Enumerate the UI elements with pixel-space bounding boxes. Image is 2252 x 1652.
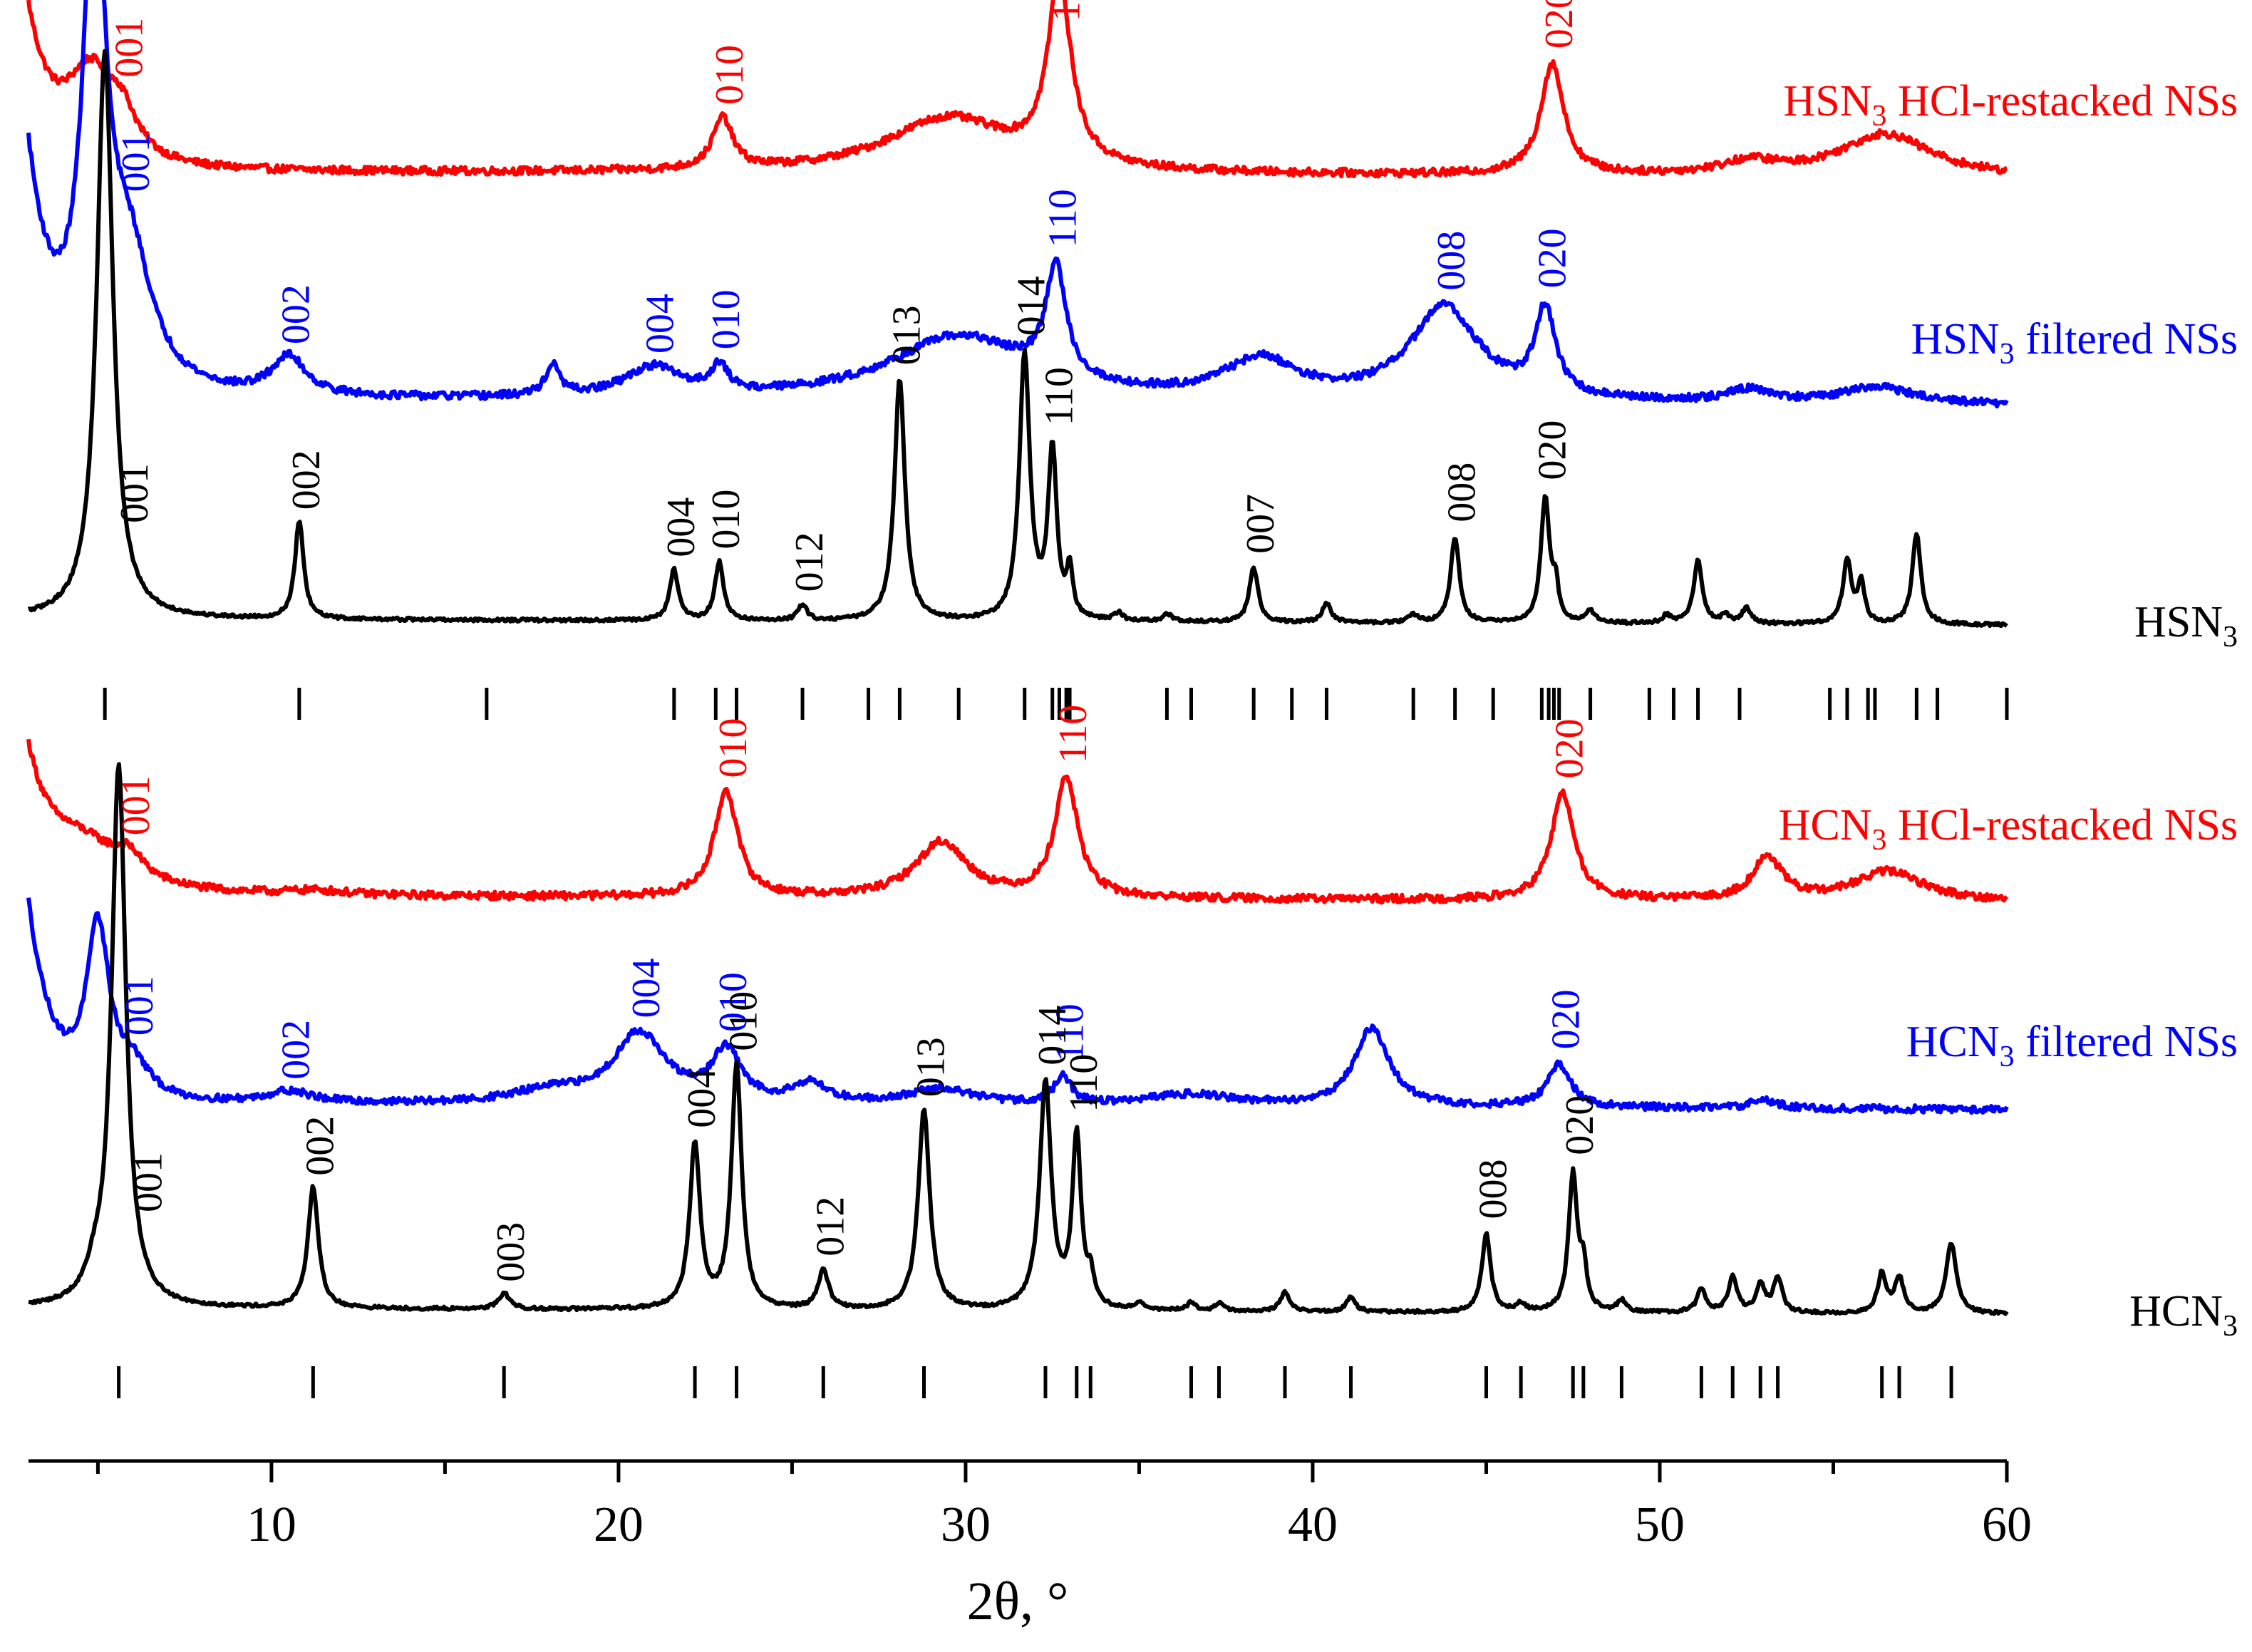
x-axis-ticks: 10 20 30 40 50 60 <box>95 1461 2032 1552</box>
peak-label-hcn3-020: 020 <box>1558 1095 1602 1155</box>
x-tick-label-20: 20 <box>594 1497 644 1552</box>
series-label-hcn3-filtered-nss: HCN3 filtered NSs <box>1906 1018 2238 1073</box>
peak-label-hcn3-filtered-nss-002: 002 <box>274 1020 318 1080</box>
series-labels: HSN3 HCl-restacked NSs HSN3 filtered NSs H… <box>1779 77 2238 1343</box>
peak-label-hsn3-hcl-restacked-nss-020: 020 <box>1537 0 1581 48</box>
peak-label-hcn3-hcl-restacked-nss-010: 010 <box>711 718 755 778</box>
peak-label-hcn3-hcl-restacked-nss-020: 020 <box>1548 718 1592 778</box>
peak-label-hsn3-020: 020 <box>1530 420 1574 480</box>
curve-hcn3-hcl-restacked-nss <box>26 738 2009 905</box>
peak-label-hcn3-hcl-restacked-nss-110: 110 <box>1051 705 1095 763</box>
peak-label-hsn3-014: 014 <box>1010 276 1054 336</box>
peak-label-hsn3-filtered-nss-002: 002 <box>274 284 318 344</box>
peak-label-hcn3-001: 001 <box>127 1152 171 1212</box>
x-tick-label-30: 30 <box>941 1497 991 1552</box>
series-label-hcn3: HCN3 <box>2129 1287 2238 1343</box>
peak-label-hsn3-004: 004 <box>659 497 703 557</box>
peak-label-hcn3-002: 002 <box>298 1116 342 1176</box>
x-tick-label-60: 60 <box>1982 1497 2032 1552</box>
peak-label-hcn3-hcl-restacked-nss-001: 001 <box>114 775 158 835</box>
x-axis: 10 20 30 40 50 60 2θ, ° <box>29 1459 2032 1631</box>
peak-label-hcn3-013: 013 <box>909 1037 954 1097</box>
x-tick-label-50: 50 <box>1635 1497 1685 1552</box>
peak-label-hsn3-007: 007 <box>1239 494 1283 554</box>
peak-label-hcn3-filtered-nss-010: 010 <box>711 972 755 1032</box>
peak-label-hcn3-filtered-nss-004: 004 <box>624 959 668 1018</box>
peak-label-hcn3-008: 008 <box>1472 1160 1516 1219</box>
peak-labels: 0010101100200010020040101100080200010020… <box>108 0 1603 1282</box>
peak-label-hsn3-filtered-nss-004: 004 <box>639 294 683 353</box>
peak-label-hcn3-012: 012 <box>808 1197 852 1256</box>
series-label-hsn3-filtered-nss: HSN3 filtered NSs <box>1911 315 2238 371</box>
curve-hcn3-filtered-nss <box>26 897 2009 1115</box>
peak-label-hsn3-hcl-restacked-nss-110: 110 <box>1044 0 1088 21</box>
peak-label-hsn3-008: 008 <box>1440 463 1484 522</box>
x-axis-label: 2θ, ° <box>967 1571 1069 1631</box>
peak-label-hsn3-010: 010 <box>704 490 748 549</box>
x-tick-label-10: 10 <box>247 1497 296 1552</box>
peak-label-hsn3-012: 012 <box>787 532 832 592</box>
peak-label-hsn3-filtered-nss-020: 020 <box>1530 228 1574 288</box>
curve-hsn3 <box>27 48 2008 629</box>
peak-label-hcn3-010: 010 <box>722 991 766 1051</box>
peak-label-hsn3-filtered-nss-010: 010 <box>704 289 748 349</box>
peak-label-hcn3-110: 110 <box>1062 1054 1106 1112</box>
peak-label-hsn3-filtered-nss-110: 110 <box>1041 189 1085 247</box>
peak-label-hsn3-013: 013 <box>884 305 929 365</box>
series-label-hcn3-hcl-restacked-nss: HCN3 HCl-restacked NSs <box>1779 801 2238 857</box>
x-tick-label-40: 40 <box>1288 1497 1338 1552</box>
peak-label-hcn3-filtered-nss-110: 110 <box>1048 1003 1092 1062</box>
peak-label-hcn3-filtered-nss-020: 020 <box>1544 989 1589 1049</box>
diffraction-curves <box>26 0 2009 1316</box>
series-label-hsn3: HSN3 <box>2134 598 2238 654</box>
peak-label-hsn3-002: 002 <box>284 450 329 510</box>
peak-label-hcn3-014: 014 <box>1031 1006 1075 1065</box>
peak-label-hsn3-110: 110 <box>1038 367 1082 425</box>
peak-label-hcn3-004: 004 <box>680 1068 724 1128</box>
peak-label-hsn3-hcl-restacked-nss-001: 001 <box>108 18 152 78</box>
peak-label-hcn3-003: 003 <box>489 1222 533 1282</box>
peak-label-hsn3-001: 001 <box>113 463 157 523</box>
peak-label-hsn3-filtered-nss-008: 008 <box>1430 231 1474 291</box>
peak-label-hsn3-filtered-nss-001: 001 <box>114 132 158 192</box>
peak-label-hsn3-hcl-restacked-nss-010: 010 <box>708 45 752 105</box>
peak-label-hcn3-filtered-nss-001: 001 <box>118 976 162 1036</box>
curve-hsn3-filtered-nss <box>26 0 2009 409</box>
curve-hcn3 <box>28 762 2009 1316</box>
reference-tick-marks <box>103 688 2009 1398</box>
curve-hsn3-hcl-restacked-nss <box>26 0 2008 179</box>
series-label-hsn3-hcl-restacked-nss: HSN3 HCl-restacked NSs <box>1784 77 2238 133</box>
